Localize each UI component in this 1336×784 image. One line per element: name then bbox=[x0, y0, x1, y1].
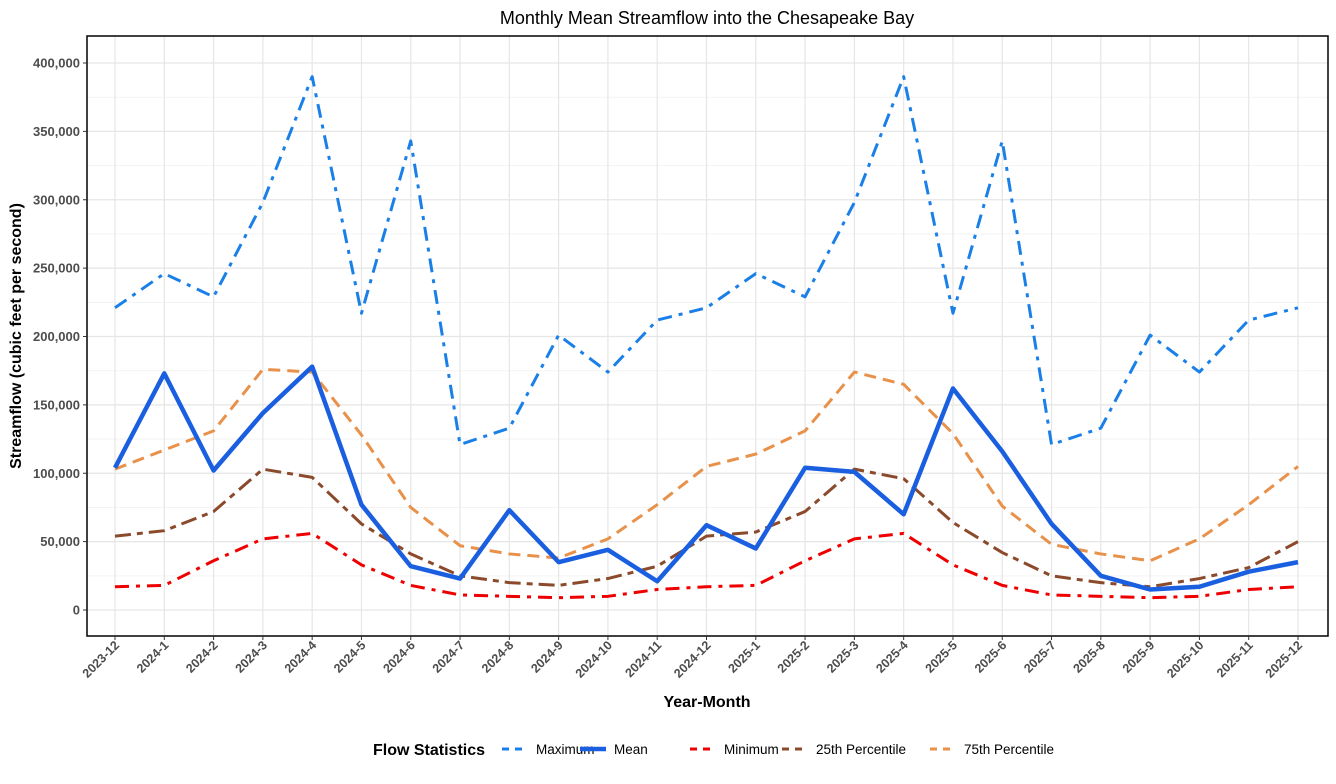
x-tick-label: 2025-12 bbox=[1263, 638, 1305, 680]
legend-label: 75th Percentile bbox=[964, 742, 1054, 757]
y-axis-label: Streamflow (cubic feet per second) bbox=[8, 203, 25, 469]
x-tick-label: 2024-9 bbox=[528, 638, 565, 675]
series-line-maximum bbox=[114, 75, 1299, 447]
x-axis-label: Year-Month bbox=[663, 694, 750, 711]
x-axis: 2023-12 2024-1 2024-2 2024-3 2024-4 2024-5 202… bbox=[80, 636, 1305, 681]
x-tick-label: 2025-6 bbox=[972, 638, 1009, 675]
legend-label: Mean bbox=[614, 742, 648, 757]
y-tick-label: 100,000 bbox=[33, 466, 80, 481]
x-tick-label: 2024-4 bbox=[282, 638, 319, 675]
x-tick-label: 2024-10 bbox=[573, 638, 615, 680]
y-tick-label: 0 bbox=[73, 603, 80, 618]
y-tick-label: 50,000 bbox=[40, 534, 80, 549]
series-lines bbox=[113, 75, 1299, 600]
x-tick-label: 2024-3 bbox=[233, 638, 270, 675]
x-tick-label: 2025-11 bbox=[1214, 638, 1256, 680]
x-tick-label: 2024-7 bbox=[430, 638, 467, 675]
y-tick-label: 250,000 bbox=[33, 261, 80, 276]
y-tick-label: 400,000 bbox=[33, 56, 80, 71]
x-tick-label: 2024-5 bbox=[331, 638, 368, 675]
legend-label: 25th Percentile bbox=[816, 742, 906, 757]
x-tick-label: 2024-2 bbox=[183, 638, 220, 675]
chart-title: Monthly Mean Streamflow into the Chesape… bbox=[500, 8, 914, 28]
x-tick-label: 2025-4 bbox=[873, 638, 910, 675]
y-tick-label: 200,000 bbox=[33, 329, 80, 344]
x-tick-label: 2024-6 bbox=[380, 638, 417, 675]
x-tick-label: 2024-8 bbox=[479, 638, 516, 675]
y-tick-label: 300,000 bbox=[33, 192, 80, 207]
x-tick-label: 2025-7 bbox=[1021, 638, 1058, 675]
legend-title: Flow Statistics bbox=[373, 742, 485, 759]
x-tick-label: 2025-1 bbox=[725, 638, 762, 675]
series-line-minimum bbox=[114, 531, 1299, 600]
y-tick-label: 150,000 bbox=[33, 397, 80, 412]
legend-item: Minimum bbox=[690, 742, 779, 757]
y-axis: 0 50,000 100,000 150,000 200,000 250,000 300,0… bbox=[33, 56, 87, 618]
x-tick-label: 2025-3 bbox=[824, 638, 861, 675]
y-tick-label: 350,000 bbox=[33, 124, 80, 139]
legend-item: Maximum bbox=[502, 742, 595, 757]
x-tick-label: 2025-10 bbox=[1164, 638, 1206, 680]
x-tick-label: 2024-12 bbox=[671, 638, 713, 680]
legend-label: Maximum bbox=[536, 742, 595, 757]
x-tick-label: 2025-2 bbox=[775, 638, 812, 675]
x-tick-label: 2025-8 bbox=[1071, 638, 1108, 675]
x-tick-label: 2025-5 bbox=[923, 638, 960, 675]
x-tick-label: 2025-9 bbox=[1120, 638, 1157, 675]
legend-label: Minimum bbox=[724, 742, 779, 757]
x-tick-label: 2024-11 bbox=[622, 638, 664, 680]
grid bbox=[87, 36, 1328, 636]
series-line-25th-percentile bbox=[114, 467, 1299, 589]
legend-item: 75th Percentile bbox=[930, 742, 1054, 757]
legend: Flow Statistics Maximum Mean Minimum 25th P… bbox=[373, 742, 1054, 759]
x-tick-label: 2024-1 bbox=[134, 638, 171, 675]
legend-item: 25th Percentile bbox=[782, 742, 906, 757]
series-line-mean bbox=[113, 364, 1299, 592]
x-tick-label: 2023-12 bbox=[80, 638, 122, 680]
legend-item: Mean bbox=[580, 742, 648, 757]
